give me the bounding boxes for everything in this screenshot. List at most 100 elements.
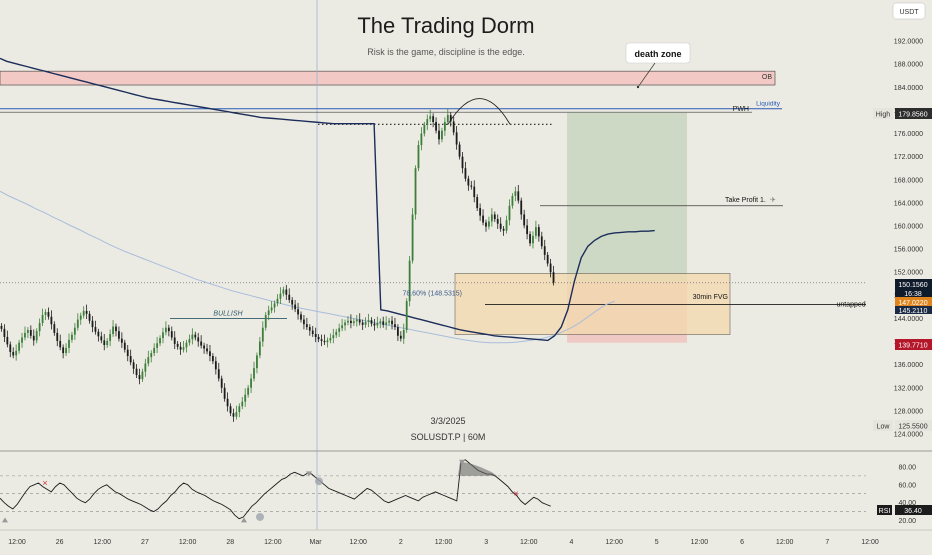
candle[interactable] — [537, 224, 540, 242]
candle[interactable] — [532, 231, 534, 249]
candle[interactable] — [470, 180, 473, 190]
candle[interactable] — [526, 219, 529, 240]
candle[interactable] — [358, 313, 361, 326]
candle[interactable] — [209, 345, 211, 362]
candles-layer[interactable] — [0, 108, 555, 422]
candle[interactable] — [326, 337, 329, 348]
candle[interactable] — [273, 300, 276, 313]
candle[interactable] — [473, 180, 476, 203]
candle[interactable] — [514, 186, 517, 202]
candle[interactable] — [258, 336, 261, 359]
candle[interactable] — [21, 332, 23, 348]
candle[interactable] — [361, 319, 364, 330]
candle[interactable] — [420, 127, 423, 151]
candle[interactable] — [452, 116, 455, 136]
candle[interactable] — [194, 331, 197, 341]
candle[interactable] — [250, 373, 252, 393]
candle[interactable] — [38, 318, 41, 337]
candle[interactable] — [373, 319, 376, 331]
death-zone-callout[interactable]: death zone — [625, 42, 691, 89]
candle[interactable] — [91, 316, 94, 333]
candle[interactable] — [32, 329, 35, 346]
candle[interactable] — [12, 347, 15, 359]
candle[interactable] — [256, 352, 258, 374]
candle[interactable] — [294, 299, 297, 313]
candle[interactable] — [276, 294, 279, 307]
candle[interactable] — [223, 383, 226, 402]
candle[interactable] — [129, 349, 132, 366]
candle[interactable] — [197, 332, 200, 347]
candle[interactable] — [53, 321, 56, 336]
candle[interactable] — [132, 359, 135, 374]
candle[interactable] — [76, 313, 79, 331]
candle[interactable] — [185, 339, 188, 353]
candle[interactable] — [323, 334, 326, 346]
candle[interactable] — [485, 219, 487, 232]
candle[interactable] — [511, 193, 514, 209]
candle[interactable] — [235, 405, 238, 420]
candle[interactable] — [241, 397, 244, 410]
candle[interactable] — [165, 321, 167, 336]
candle[interactable] — [320, 334, 323, 347]
candle[interactable] — [71, 331, 73, 343]
candle[interactable] — [432, 113, 435, 128]
candle[interactable] — [26, 327, 29, 339]
candle[interactable] — [488, 216, 490, 230]
candle[interactable] — [15, 344, 18, 361]
candle[interactable] — [376, 316, 379, 329]
candle[interactable] — [279, 287, 282, 304]
currency-button[interactable] — [892, 2, 926, 20]
candle[interactable] — [391, 316, 393, 330]
candle[interactable] — [6, 330, 9, 348]
candle[interactable] — [549, 258, 552, 278]
candle[interactable] — [147, 350, 150, 367]
candle[interactable] — [517, 184, 520, 204]
candle[interactable] — [173, 331, 176, 350]
candle[interactable] — [344, 319, 346, 331]
candle[interactable] — [217, 362, 220, 382]
candle[interactable] — [264, 312, 267, 331]
candle[interactable] — [476, 194, 479, 211]
candle[interactable] — [520, 197, 523, 220]
candle[interactable] — [100, 331, 103, 344]
candle[interactable] — [399, 331, 402, 342]
candle[interactable] — [176, 340, 179, 350]
candle[interactable] — [141, 368, 144, 382]
candle[interactable] — [379, 318, 382, 329]
candle[interactable] — [0, 323, 3, 332]
candle[interactable] — [226, 392, 229, 412]
candle[interactable] — [305, 317, 308, 330]
candle[interactable] — [220, 375, 223, 393]
candle[interactable] — [191, 328, 194, 345]
candle[interactable] — [443, 117, 446, 136]
candle[interactable] — [138, 368, 141, 385]
candle[interactable] — [423, 122, 426, 137]
candle[interactable] — [426, 114, 429, 131]
candle[interactable] — [317, 334, 320, 343]
candle[interactable] — [341, 319, 344, 332]
candle[interactable] — [24, 326, 26, 341]
candle[interactable] — [388, 317, 390, 326]
candle[interactable] — [338, 323, 341, 337]
candle[interactable] — [347, 316, 349, 326]
candle[interactable] — [282, 286, 285, 297]
candle[interactable] — [367, 313, 370, 328]
candle[interactable] — [370, 317, 373, 327]
candle[interactable] — [65, 343, 67, 356]
candle[interactable] — [496, 214, 499, 229]
candle[interactable] — [214, 356, 217, 375]
candle[interactable] — [505, 215, 508, 234]
candle[interactable] — [543, 239, 546, 261]
candle[interactable] — [18, 339, 20, 354]
candle[interactable] — [112, 320, 114, 337]
candle[interactable] — [9, 341, 12, 358]
candle[interactable] — [300, 311, 302, 323]
candle[interactable] — [285, 284, 288, 300]
candle[interactable] — [540, 231, 543, 250]
candle[interactable] — [479, 203, 482, 221]
candle[interactable] — [103, 334, 106, 351]
candle[interactable] — [126, 345, 129, 362]
candle[interactable] — [458, 141, 461, 160]
candle[interactable] — [441, 127, 443, 143]
candle[interactable] — [29, 325, 32, 339]
